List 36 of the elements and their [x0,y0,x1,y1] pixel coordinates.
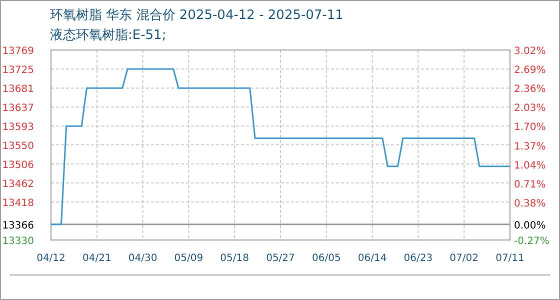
y-tick-label: 13725 [2,65,34,76]
y2-tick-label: 0.38% [514,198,546,210]
x-tick-label: 05/27 [266,253,295,264]
x-tick-label: 06/23 [404,253,433,264]
x-tick-label: 04/30 [128,253,158,264]
x-tick-label: 06/05 [312,253,341,264]
x-tick-label: 07/11 [496,253,524,264]
x-tick-label: 05/09 [174,253,204,264]
line-series [50,68,511,226]
y-tick-label: 13593 [2,122,34,134]
chart-title: 环氧树脂 华东 混合价 2025-04-12 - 2025-07-11 [50,8,344,23]
y-tick-label: 13681 [2,84,34,96]
x-tick-label: 05/18 [220,253,250,264]
chart-subtitle: 液态环氧树脂:E-51; [50,28,166,43]
y2-tick-label: 0.71% [514,179,546,190]
x-tick-label: 04/21 [82,253,112,264]
y2-tick-label: 3.02% [514,46,546,57]
y2-tick-label: 1.70% [514,122,546,134]
y2-tick-label: 1.37% [514,141,546,152]
y2-tick-label: 1.04% [514,160,546,172]
x-tick-label: 06/14 [358,253,387,264]
y-tick-label: 13637 [2,103,34,114]
y2-tick-label: 2.03% [514,103,546,114]
y-tick-label: 13462 [2,178,34,190]
y2-tick-label: 2.36% [514,84,546,96]
y2-tick-label: 0.00% [514,220,546,232]
y-tick-label: 13366 [2,220,34,232]
y-tick-label: 13769 [2,46,34,57]
x-tick-label: 07/02 [450,253,479,264]
y-tick-label: 13330 [2,236,34,247]
y2-tick-label: -0.27% [514,236,550,247]
y-tick-label: 13506 [2,160,34,171]
y-tick-label: 13418 [2,198,34,209]
x-tick-label: 04/12 [36,253,66,264]
y-tick-label: 13550 [2,140,34,152]
y2-tick-label: 2.69% [514,65,546,76]
